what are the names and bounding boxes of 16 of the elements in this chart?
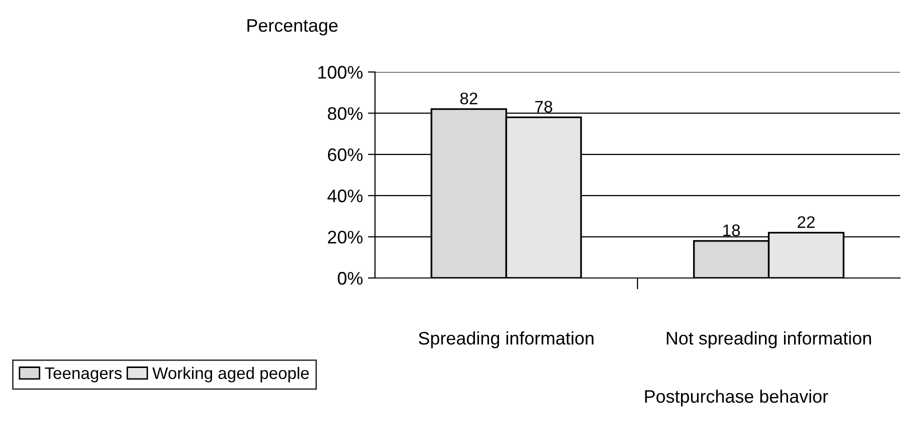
data-label: 82 (460, 92, 478, 104)
x-tick-label: Spreading information (418, 331, 594, 348)
data-label: 22 (798, 216, 815, 228)
legend-label: Teenagers (44, 367, 122, 382)
y-tick-label: 20% (328, 230, 363, 244)
data-label: 78 (535, 100, 552, 113)
data-label: 18 (723, 224, 740, 236)
legend-label: Working aged people (152, 366, 309, 382)
y-tick-label: 0% (338, 272, 363, 285)
y-tick-label: 100% (318, 66, 363, 79)
y-tick-label: 80% (328, 107, 363, 120)
y-axis-title: Percentage (247, 19, 338, 36)
y-tick-label: 60% (328, 148, 363, 162)
x-tick-label: Not spreading information (666, 331, 871, 348)
y-tick-label: 40% (327, 190, 363, 202)
x-axis-title: Postpurchase behavior (645, 390, 828, 406)
